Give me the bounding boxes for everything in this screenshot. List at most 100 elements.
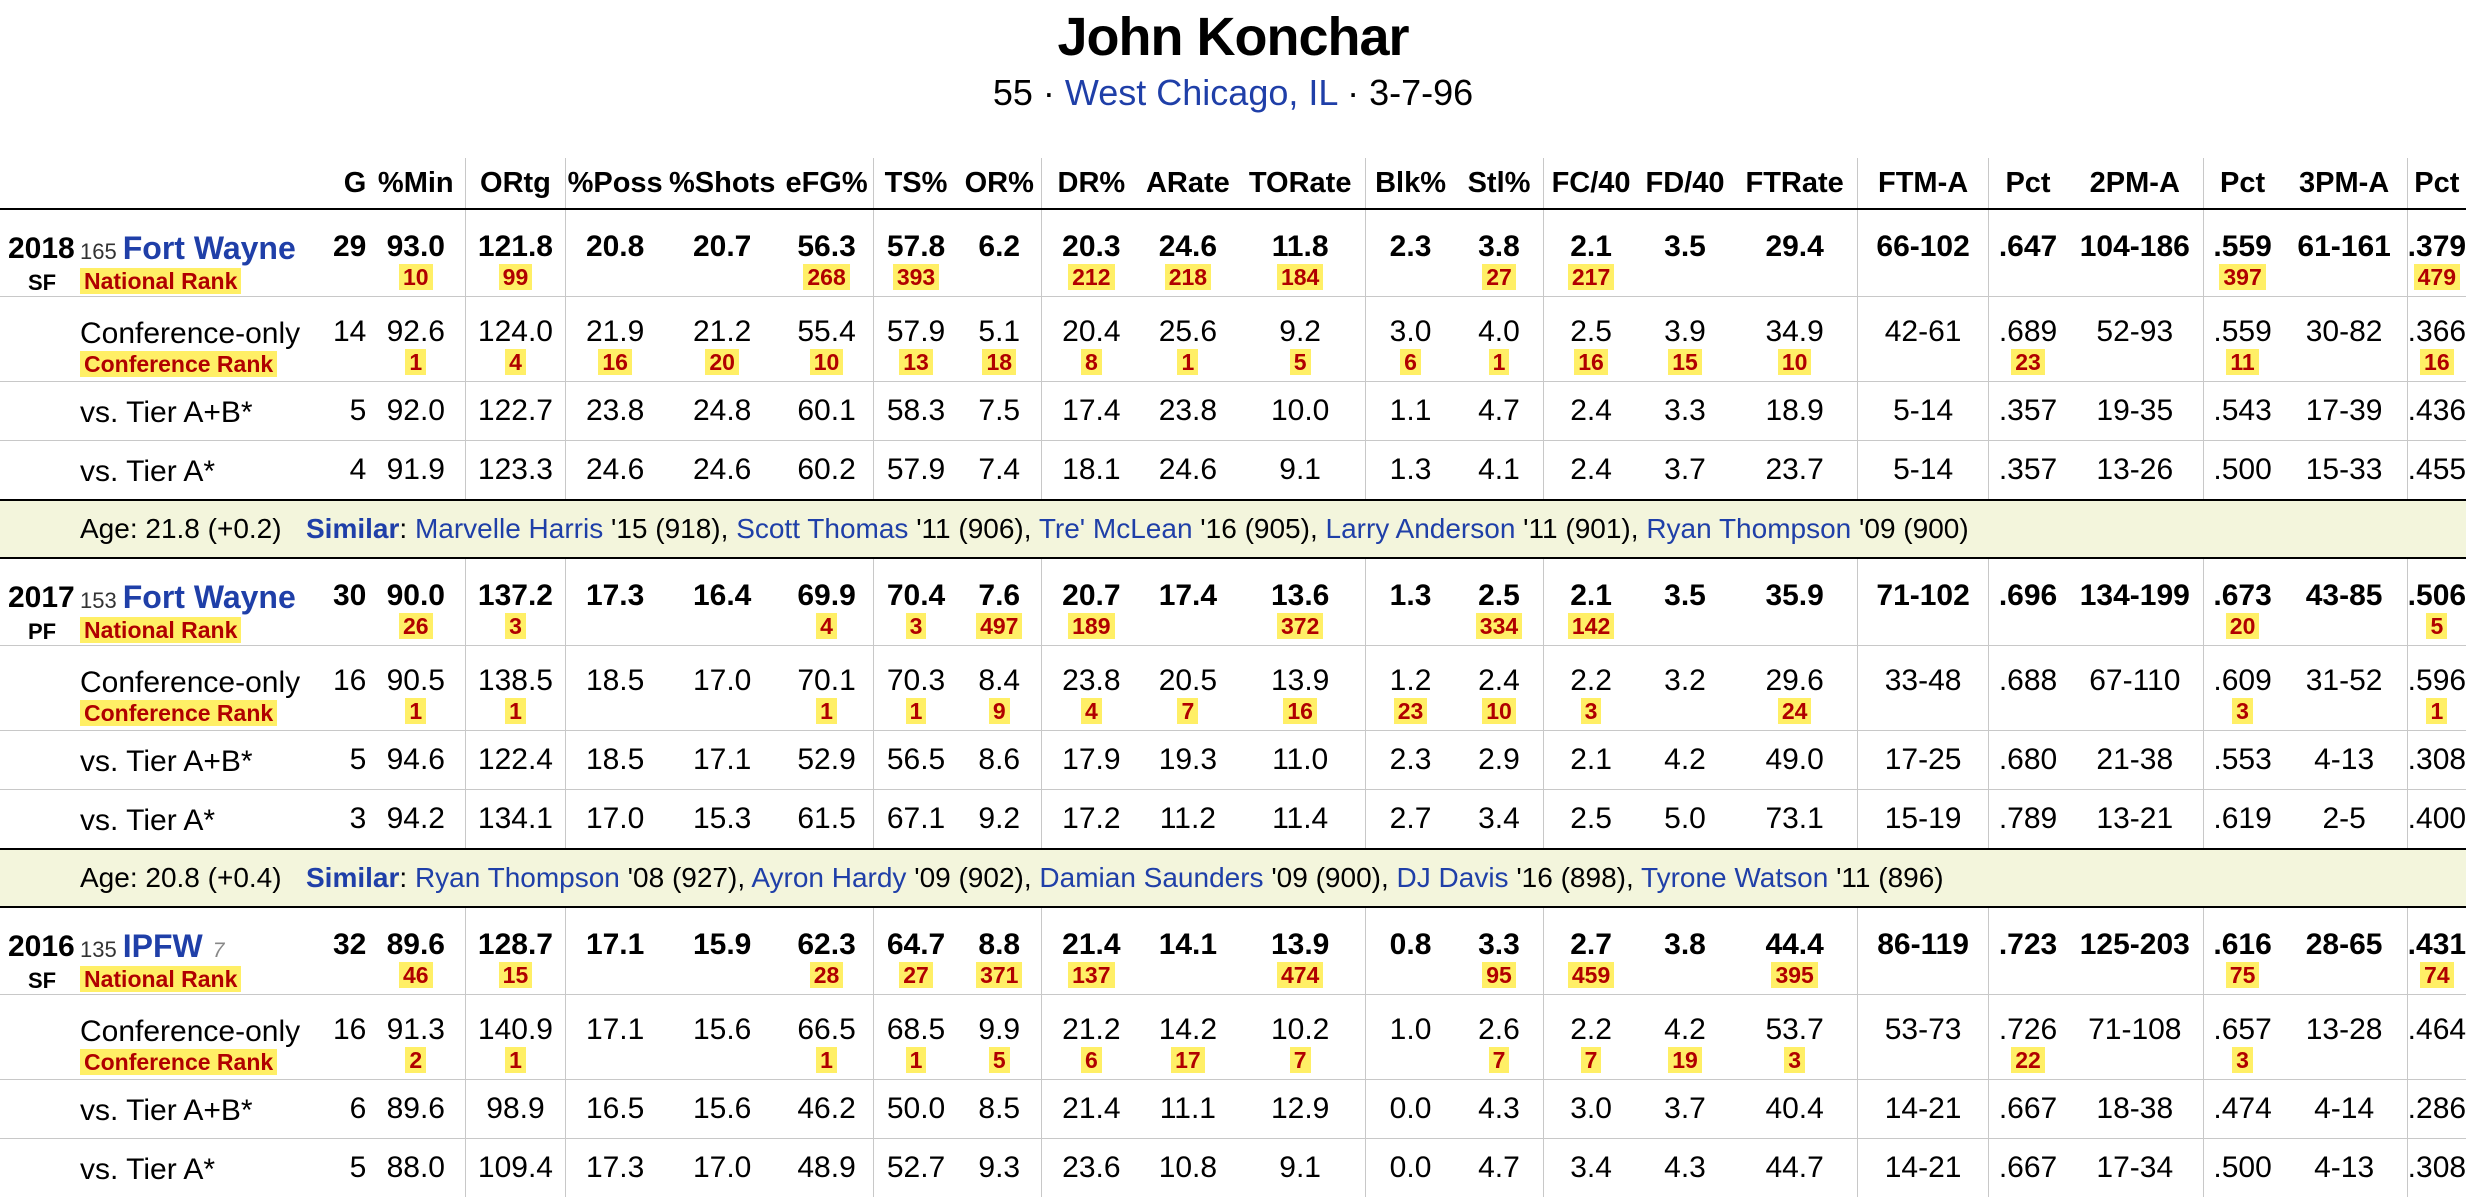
team-link[interactable]: Fort Wayne bbox=[122, 230, 296, 266]
stat-value: 13.6 bbox=[1270, 579, 1330, 612]
header-col-18[interactable]: 2PM-A bbox=[2067, 158, 2204, 210]
header-col-11[interactable]: Blk% bbox=[1365, 158, 1455, 210]
season-year[interactable]: 2018 bbox=[8, 232, 75, 265]
stat-value: 69.9 bbox=[797, 579, 856, 612]
season-label: 2016 SF 135 IPFW 7 National Rank bbox=[0, 908, 324, 994]
stat-cell: 49.0 bbox=[1732, 730, 1858, 790]
rank-badge: 7 bbox=[1580, 1047, 1602, 1073]
header-col-10[interactable]: TORate bbox=[1234, 158, 1366, 210]
similar-player-link[interactable]: Ryan Thompson bbox=[1646, 513, 1852, 544]
stat-cell: 16.5 bbox=[564, 1079, 665, 1139]
stat-value: .689 bbox=[1998, 315, 2058, 348]
similar-player-link[interactable]: Tyrone Watson bbox=[1641, 862, 1829, 893]
stat-value: 4.0 bbox=[1478, 315, 1520, 348]
similar-player-link[interactable]: Larry Anderson bbox=[1325, 513, 1516, 544]
header-col-17[interactable]: Pct bbox=[1988, 158, 2068, 210]
rank-badge: 75 bbox=[2225, 962, 2260, 988]
stat-value: 23.8 bbox=[1062, 664, 1121, 697]
conference-row: Conference-only Conference Rank 14 92.6 1 124… bbox=[0, 296, 2466, 382]
stat-value: 29.6 bbox=[1765, 664, 1824, 697]
stat-value: 3.0 bbox=[1570, 1092, 1612, 1125]
header-col-19[interactable]: Pct bbox=[2202, 158, 2282, 210]
stat-value: .474 bbox=[2213, 1092, 2272, 1125]
stat-cell: 94.6 bbox=[366, 730, 466, 790]
similar-player-link[interactable]: Tre' McLean bbox=[1038, 513, 1193, 544]
header-col-8[interactable]: DR% bbox=[1040, 158, 1141, 210]
stat-cell: 20.7 bbox=[664, 208, 780, 297]
stat-value: 10.0 bbox=[1270, 394, 1330, 427]
header-col-2[interactable]: ORtg bbox=[465, 158, 566, 210]
header-col-13[interactable]: FC/40 bbox=[1543, 158, 1638, 210]
rank-badge: 212 bbox=[1068, 264, 1115, 290]
stat-value: .357 bbox=[1998, 394, 2058, 427]
stat-cell: .455 bbox=[2406, 440, 2466, 500]
header-col-1[interactable]: %Min bbox=[366, 158, 466, 210]
tier-a-row: vs. Tier A* 4 91.9 123.3 24.6 24.6 60.2 57.9 7.4… bbox=[0, 440, 2466, 500]
similar-player-link[interactable]: Damian Saunders bbox=[1039, 862, 1264, 893]
hometown-link[interactable]: West Chicago, IL bbox=[1064, 72, 1338, 113]
stat-value: 8.8 bbox=[978, 928, 1021, 961]
header-col-4[interactable]: %Shots bbox=[664, 158, 780, 210]
similar-player-link[interactable]: Ayron Hardy bbox=[751, 862, 907, 893]
stat-value: 71-102 bbox=[1876, 579, 1970, 612]
header-col-0[interactable]: G bbox=[324, 158, 367, 210]
header-col-16[interactable]: FTM-A bbox=[1857, 158, 1989, 210]
similar-player-link[interactable]: DJ Davis bbox=[1396, 862, 1509, 893]
stat-cell: 17.4 bbox=[1040, 381, 1141, 441]
stat-value: 15-19 bbox=[1884, 802, 1962, 835]
rank-badge: 16 bbox=[1283, 698, 1317, 724]
header-col-12[interactable]: Stl% bbox=[1454, 158, 1544, 210]
stat-value: 9.9 bbox=[978, 1013, 1021, 1046]
header-col-3[interactable]: %Poss bbox=[564, 158, 665, 210]
header-col-9[interactable]: ARate bbox=[1140, 158, 1235, 210]
similar-player-link[interactable]: Ryan Thompson bbox=[414, 862, 620, 893]
stat-cell: 4-13 bbox=[2281, 730, 2408, 790]
similar-player-detail: '16 (898) bbox=[1508, 862, 1626, 893]
stat-value: .500 bbox=[2213, 453, 2272, 486]
similar-player-link[interactable]: Marvelle Harris bbox=[414, 513, 604, 544]
tier-ab-row: vs. Tier A+B* 5 94.6 122.4 18.5 17.1 52.9 56.5 8… bbox=[0, 730, 2466, 790]
team-line: 135 IPFW 7 bbox=[80, 928, 224, 965]
stat-cell: 16.4 bbox=[664, 557, 780, 646]
team-link[interactable]: IPFW bbox=[122, 928, 203, 964]
rank-badge: 28 bbox=[809, 962, 844, 988]
stat-value: 16.4 bbox=[692, 579, 752, 612]
team-link[interactable]: Fort Wayne bbox=[122, 579, 296, 615]
stat-cell: 3.0 bbox=[1543, 1079, 1638, 1139]
stat-value: 53-73 bbox=[1884, 1013, 1962, 1046]
stat-value: 2.1 bbox=[1570, 230, 1612, 263]
stat-cell: 71-102 bbox=[1857, 557, 1989, 646]
header-col-15[interactable]: FTRate bbox=[1732, 158, 1858, 210]
season-year[interactable]: 2017 bbox=[8, 581, 75, 614]
similar-player-link[interactable]: Scott Thomas bbox=[736, 513, 909, 544]
stat-value: .366 bbox=[2407, 315, 2466, 348]
stat-cell: 17.2 bbox=[1040, 789, 1141, 849]
rank-badge: 5 bbox=[988, 1047, 1010, 1073]
stat-cell: 2.9 bbox=[1454, 730, 1544, 790]
stat-cell: 13.9 474 bbox=[1234, 906, 1366, 995]
stat-cell: .609 3 bbox=[2202, 645, 2282, 731]
stat-value: 35.9 bbox=[1765, 579, 1824, 612]
stat-value: 21.2 bbox=[692, 315, 752, 348]
stat-value: 20.5 bbox=[1158, 664, 1218, 697]
header-col-5[interactable]: eFG% bbox=[779, 158, 874, 210]
stat-cell: 0.8 bbox=[1365, 906, 1455, 995]
stat-cell: 123.3 bbox=[465, 440, 566, 500]
header-col-14[interactable]: FD/40 bbox=[1637, 158, 1733, 210]
header-col-21[interactable]: Pct bbox=[2406, 158, 2466, 210]
stat-value: .553 bbox=[2213, 743, 2272, 776]
stat-cell: .436 bbox=[2406, 381, 2466, 441]
season-year[interactable]: 2016 bbox=[8, 930, 75, 963]
stat-cell: .657 3 bbox=[2202, 994, 2282, 1080]
stat-value: 3.3 bbox=[1664, 394, 1706, 427]
stat-value: 73.1 bbox=[1765, 802, 1824, 835]
stat-cell: .500 bbox=[2202, 1138, 2282, 1197]
stat-value: 15.3 bbox=[692, 802, 752, 835]
header-col-20[interactable]: 3PM-A bbox=[2281, 158, 2408, 210]
stat-value: 4.1 bbox=[1478, 453, 1520, 486]
stat-cell: 11.0 bbox=[1234, 730, 1366, 790]
tier-label: vs. Tier A+B* bbox=[80, 396, 253, 429]
header-col-6[interactable]: TS% bbox=[873, 158, 958, 210]
stat-value: 3 bbox=[349, 802, 367, 835]
header-col-7[interactable]: OR% bbox=[957, 158, 1042, 210]
